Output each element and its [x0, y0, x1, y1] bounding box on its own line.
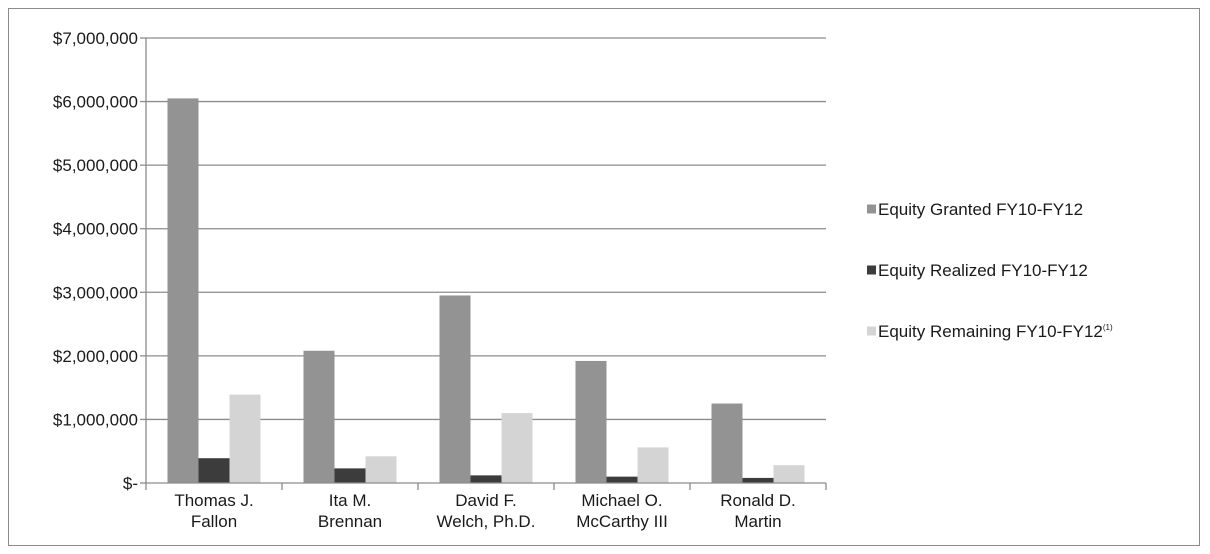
x-axis: Thomas J. Fallon Ita M. Brennan David F. Welc… [145, 38, 827, 531]
bar-remaining [501, 413, 533, 483]
legend-label: Equity Realized FY10-FY12 [878, 261, 1088, 280]
x-category-label-line: Ita M. [329, 491, 372, 510]
legend-label: Equity Granted FY10-FY12 [878, 200, 1083, 219]
legend-label-text: Equity Granted FY10-FY12 [878, 200, 1083, 219]
x-category-label-line: Thomas J. [174, 491, 253, 510]
y-tick-label: $- [123, 474, 138, 493]
legend: Equity Granted FY10-FY12 Equity Realized … [867, 200, 1113, 341]
bar-realized [470, 475, 502, 483]
bars [167, 98, 805, 484]
legend-swatch [867, 265, 876, 275]
legend-swatch [867, 326, 876, 336]
x-category-label-line: Michael O. [581, 491, 662, 510]
x-category-label-line: Fallon [191, 512, 237, 531]
bar-remaining [773, 465, 805, 483]
x-category-label: Thomas J. Fallon [174, 491, 253, 531]
legend-label-text: Equity Realized FY10-FY12 [878, 261, 1088, 280]
x-category-label-line: McCarthy III [576, 512, 668, 531]
y-tick-label: $4,000,000 [53, 220, 138, 239]
chart-frame [8, 8, 1200, 546]
bar-remaining [229, 394, 261, 483]
bar-realized [334, 468, 366, 483]
x-category-label-line: Ronald D. [720, 491, 796, 510]
bar-realized [606, 476, 638, 483]
x-category-label: David F. Welch, Ph.D. [437, 491, 536, 531]
legend-footnote-marker: (1) [1103, 323, 1113, 332]
x-category-label-line: Welch, Ph.D. [437, 512, 536, 531]
y-tick-label: $7,000,000 [53, 29, 138, 48]
bar-realized [742, 477, 774, 483]
x-category-label: Ronald D. Martin [720, 491, 796, 531]
legend-label: Equity Remaining FY10-FY12(1) [878, 322, 1113, 341]
bar-granted [711, 403, 743, 483]
y-axis-ticks: $- $1,000,000 $2,000,000 $3,000,000 $4,000,0… [53, 29, 146, 493]
x-category-label: Michael O. McCarthy III [576, 491, 668, 531]
legend-swatch [867, 204, 876, 214]
bar-granted [575, 360, 607, 483]
x-category-label-line: Martin [734, 512, 781, 531]
bar-remaining [637, 447, 669, 483]
x-category-label-line: David F. [455, 491, 516, 510]
bar-granted [167, 98, 199, 484]
y-tick-label: $6,000,000 [53, 93, 138, 112]
legend-label-text: Equity Remaining FY10-FY12 [878, 322, 1103, 341]
bar-granted [303, 350, 335, 483]
bar-granted [439, 295, 471, 483]
y-tick-label: $5,000,000 [53, 156, 138, 175]
gridlines [146, 37, 826, 421]
y-tick-label: $1,000,000 [53, 410, 138, 429]
x-category-label-line: Brennan [318, 512, 382, 531]
bar-realized [198, 458, 230, 483]
y-tick-label: $3,000,000 [53, 283, 138, 302]
x-category-label: Ita M. Brennan [318, 491, 382, 531]
y-tick-label: $2,000,000 [53, 347, 138, 366]
bar-remaining [365, 456, 397, 483]
